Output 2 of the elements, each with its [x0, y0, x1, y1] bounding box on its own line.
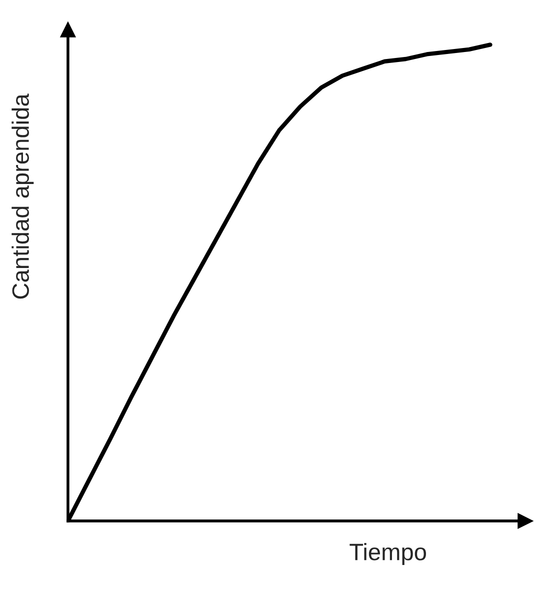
y-axis-title: Cantidad aprendida [12, 94, 34, 299]
x-axis-title: Tiempo [350, 543, 426, 566]
